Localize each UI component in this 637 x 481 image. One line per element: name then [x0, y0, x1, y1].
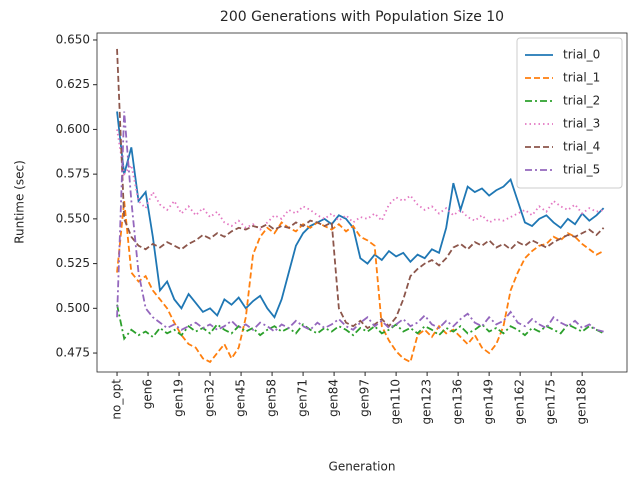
- legend-box: [516, 37, 623, 189]
- x-tick-label: no_opt: [110, 379, 124, 420]
- x-tick-label: gen123: [420, 379, 434, 425]
- y-tick-label: 0.475: [56, 346, 90, 360]
- legend-label: trial_1: [563, 71, 600, 85]
- x-axis-label: Generation: [329, 460, 396, 474]
- x-tick-label: gen84: [327, 379, 341, 417]
- y-tick-label: 0.600: [56, 122, 90, 136]
- x-tick-label: gen32: [203, 379, 217, 417]
- x-tick-label: gen19: [172, 379, 186, 417]
- legend-label: trial_0: [563, 48, 600, 62]
- chart-title: 200 Generations with Population Size 10: [220, 9, 504, 25]
- x-tick-label: gen188: [575, 379, 589, 425]
- x-tick-label: gen136: [451, 379, 465, 425]
- series-line: [116, 111, 605, 320]
- y-tick-label: 0.525: [56, 256, 90, 270]
- series-line: [116, 304, 605, 341]
- x-tick-label: gen6: [141, 379, 155, 409]
- x-tick-label: gen149: [482, 379, 496, 425]
- y-axis-label: Runtime (sec): [13, 160, 27, 244]
- series-line: [116, 200, 605, 364]
- legend-label: trial_4: [563, 140, 600, 154]
- x-tick-label: gen175: [544, 379, 558, 425]
- series-line: [116, 111, 604, 333]
- y-tick-label: 0.625: [56, 77, 90, 91]
- plot-frame: [96, 32, 628, 373]
- legend-label: trial_3: [563, 117, 600, 131]
- x-tick-label: gen71: [296, 379, 310, 417]
- x-tick-label: gen97: [358, 379, 372, 417]
- x-tick-label: gen45: [234, 379, 248, 417]
- y-tick-label: 0.575: [56, 167, 90, 181]
- y-tick-label: 0.550: [56, 211, 90, 225]
- y-tick-label: 0.650: [56, 32, 90, 46]
- x-tick-label: gen110: [389, 379, 403, 425]
- x-tick-label: gen58: [265, 379, 279, 417]
- legend-label: trial_2: [563, 94, 600, 108]
- y-tick-label: 0.500: [56, 301, 90, 315]
- x-tick-label: gen162: [513, 379, 527, 425]
- series-line: [116, 48, 605, 330]
- legend-label: trial_5: [563, 163, 600, 177]
